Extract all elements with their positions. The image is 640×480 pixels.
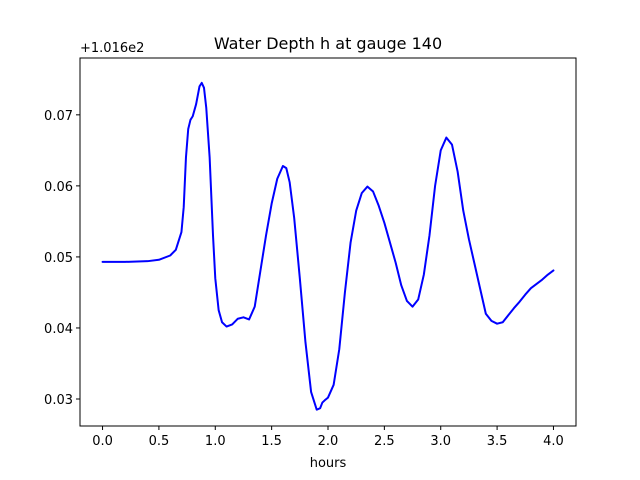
x-tick-label: 2.5 xyxy=(374,434,395,449)
y-tick-label: 0.04 xyxy=(44,322,73,337)
x-tick-label: 3.5 xyxy=(487,434,508,449)
x-tick-label: 0.0 xyxy=(92,434,113,449)
x-tick-label: 3.0 xyxy=(430,434,451,449)
y-tick-label: 0.05 xyxy=(44,251,73,266)
x-tick-label: 1.0 xyxy=(205,434,226,449)
x-axis-label: hours xyxy=(310,456,347,471)
x-tick-label: 0.5 xyxy=(149,434,170,449)
x-tick-label: 4.0 xyxy=(543,434,564,449)
y-offset-label: +1.016e2 xyxy=(80,41,144,56)
plot-frame xyxy=(79,57,577,427)
chart-title: Water Depth h at gauge 140 xyxy=(214,34,442,53)
series-line-0 xyxy=(101,81,555,411)
plot-area: 0.0 0.5 1.0 1.5 2.0 2.5 3.0 3.5 4.0 0.03 0.04 0.05 0… xyxy=(44,57,577,449)
y-tick-label: 0.06 xyxy=(44,180,73,195)
x-tick-label: 2.0 xyxy=(318,434,339,449)
y-tick-label: 0.03 xyxy=(44,393,73,408)
x-tick-label: 1.5 xyxy=(261,434,282,449)
y-tick-label: 0.07 xyxy=(44,109,73,124)
